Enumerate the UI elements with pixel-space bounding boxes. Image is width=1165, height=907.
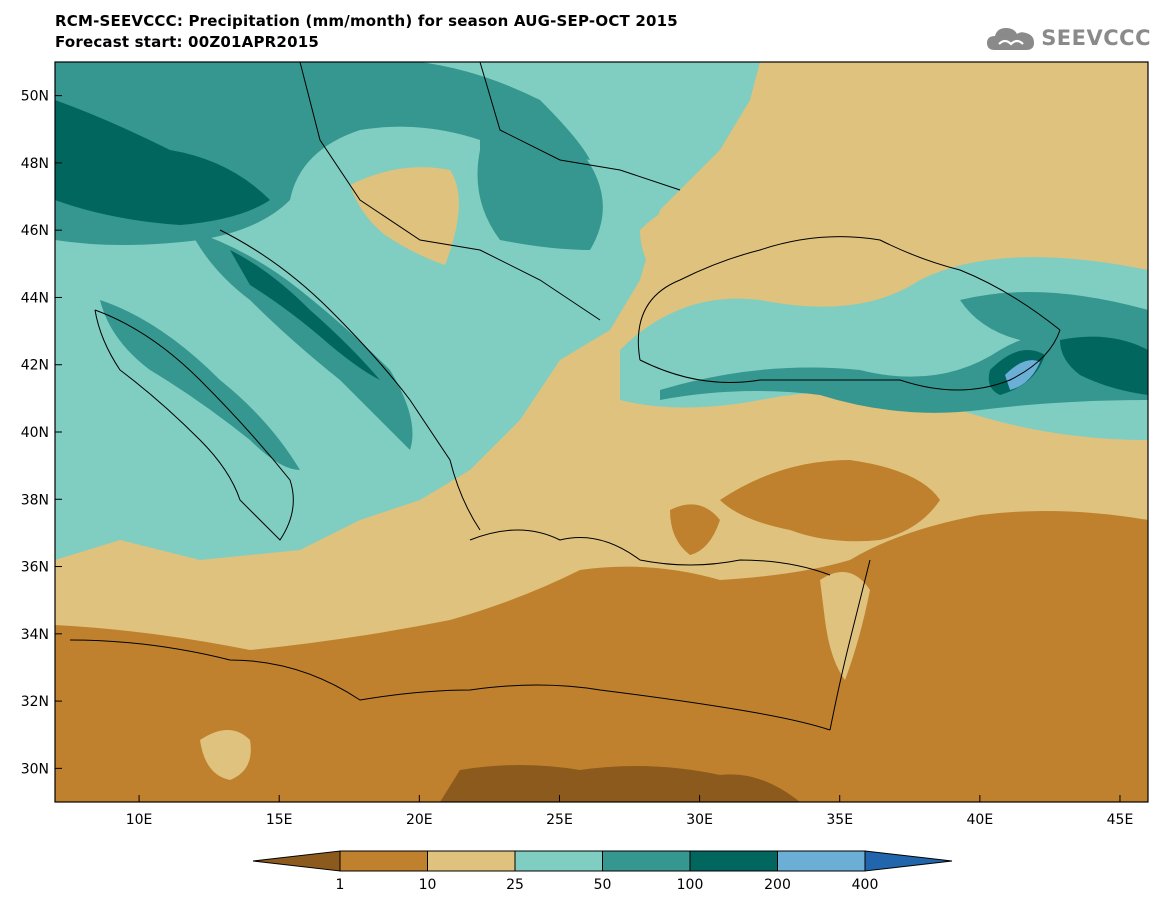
field-100-200-alps [55, 100, 270, 225]
lat-tick-label: 46N [21, 223, 49, 239]
field-1-10-anatolia [720, 460, 940, 542]
lon-tick-label: 10E [126, 812, 153, 828]
field-100-200-dinaric [230, 250, 380, 380]
levant-coast [829, 559, 871, 731]
colorbar-box [427, 850, 516, 872]
border-line-1 [299, 62, 601, 321]
lat-tick-label: 44N [21, 290, 49, 306]
logo-text: SEEVCCC [1041, 26, 1151, 50]
lat-tick-label: 32N [21, 694, 49, 710]
border-line-2 [479, 62, 681, 191]
longitude-axis: 10E 15E 20E 25E 30E 35E 40E 45E [126, 795, 1134, 828]
colorbar-box [689, 850, 778, 872]
adriatic-coast [219, 229, 481, 531]
lat-tick-label: 36N [21, 560, 49, 576]
field-1-10-south [55, 511, 1148, 802]
lon-tick-label: 40E [967, 812, 994, 828]
colorbar-label: 1 [336, 877, 345, 893]
colorbar-box [339, 850, 428, 872]
seevccc-logo: SEEVCCC [985, 22, 1151, 54]
cloud-icon [987, 28, 1035, 50]
blacksea-north-coast [637, 236, 1061, 361]
precipitation-field [55, 62, 1148, 802]
field-50-100-caucasus [660, 327, 1148, 413]
chart-title: RCM-SEEVCCC: Precipitation (mm/month) fo… [55, 12, 678, 30]
field-50-100-italy [100, 300, 300, 470]
lat-tick-label: 50N [21, 89, 49, 105]
colorbar-label: 50 [594, 877, 612, 893]
field-50-100-adriatic [190, 230, 413, 450]
blacksea-south-coast [639, 329, 1061, 391]
colorbar-label: 10 [419, 877, 437, 893]
lon-tick-label: 20E [406, 812, 433, 828]
field-50-100-carpathians [477, 90, 603, 250]
colorbar-label: 200 [764, 877, 791, 893]
lon-tick-label: 35E [826, 812, 853, 828]
colorbar-box [602, 850, 691, 872]
colorbar-upper-arrow [864, 850, 953, 872]
field-1-10-anatolia-west [670, 504, 720, 555]
chart-subtitle: Forecast start: 00Z01APR2015 [55, 33, 319, 51]
colorbar: 1 10 25 50 100 200 400 [252, 850, 953, 893]
lat-tick-label: 42N [21, 358, 49, 374]
lat-tick-label: 34N [21, 627, 49, 643]
africa-coast [69, 639, 831, 731]
lat-tick-label: 40N [21, 425, 49, 441]
colorbar-label: 25 [506, 877, 524, 893]
coastlines [69, 62, 1061, 731]
lat-tick-label: 38N [21, 492, 49, 508]
colorbar-label: 100 [677, 877, 704, 893]
italy-coast [94, 309, 294, 541]
colorbar-lower-arrow [252, 850, 341, 872]
field-10-25-levant [820, 572, 870, 680]
field-lt1-egypt [440, 765, 800, 802]
latitude-axis: 30N 32N 34N 36N 38N 40N 42N 44N 46N 48N 50N [21, 89, 62, 777]
lat-tick-label: 48N [21, 156, 49, 172]
field-10-25-libya [200, 730, 251, 780]
lon-tick-label: 25E [546, 812, 573, 828]
lon-tick-label: 45E [1107, 812, 1134, 828]
field-100-200-caucasus [1060, 336, 1148, 395]
colorbar-box [777, 850, 866, 872]
lat-tick-label: 30N [21, 761, 49, 777]
lon-tick-label: 30E [686, 812, 713, 828]
colorbar-box [514, 850, 603, 872]
lon-tick-label: 15E [266, 812, 293, 828]
field-10-25-pannonia [350, 167, 459, 265]
anatolia-south-coast [469, 529, 831, 576]
colorbar-label: 400 [852, 877, 879, 893]
